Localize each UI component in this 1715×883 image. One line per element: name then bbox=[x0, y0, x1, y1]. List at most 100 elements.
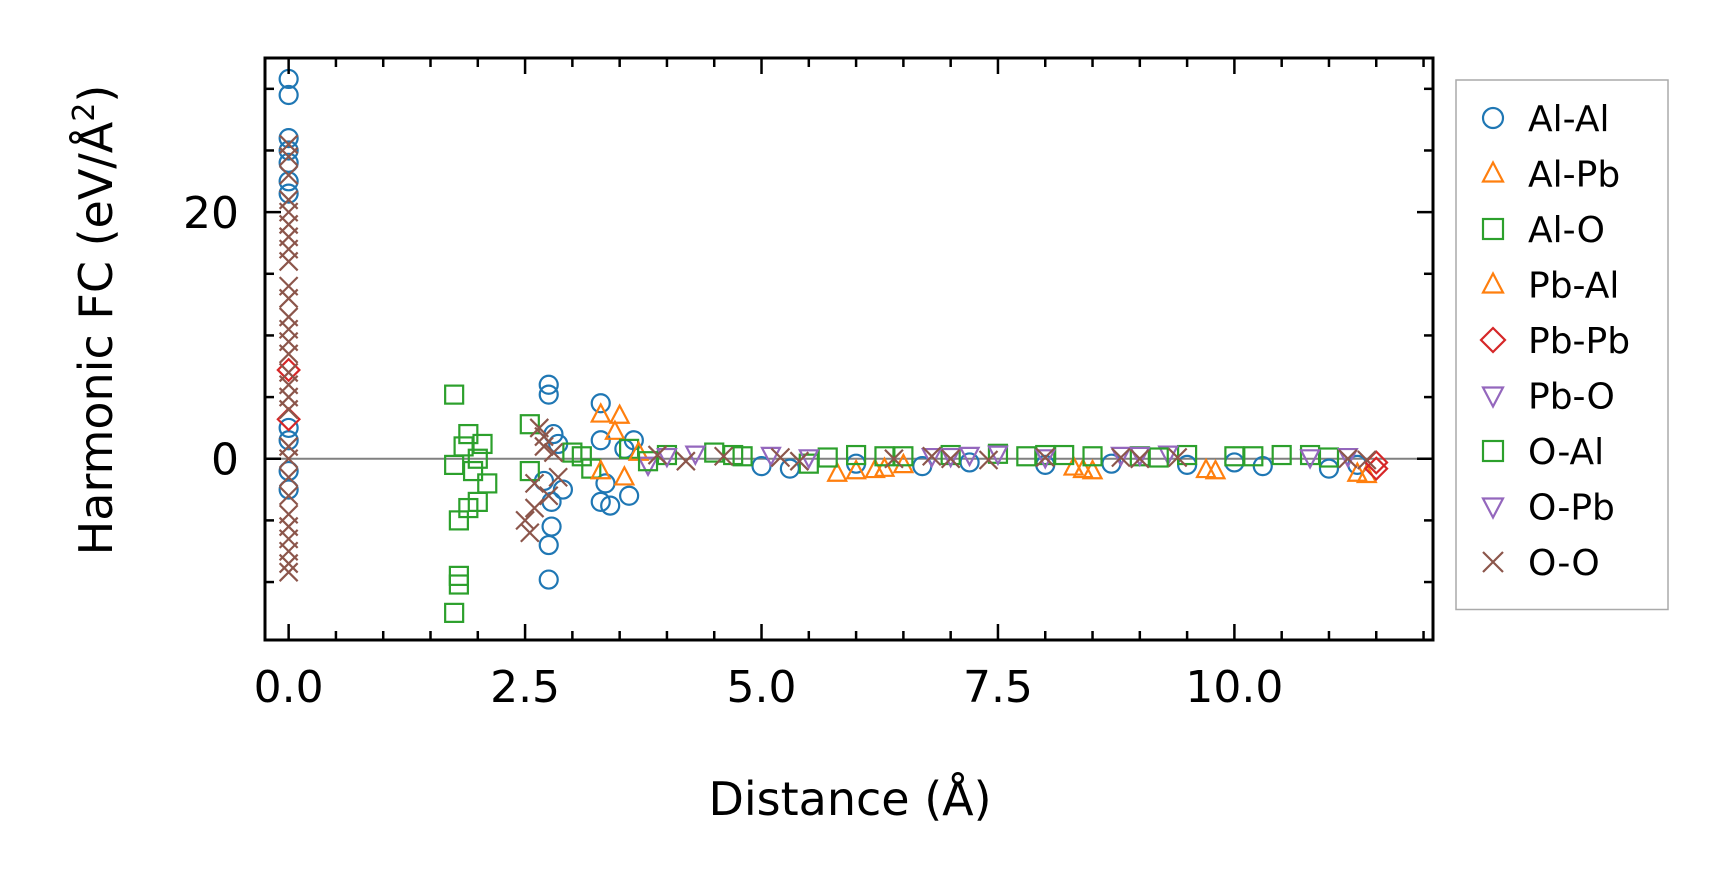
data-point bbox=[1111, 447, 1131, 468]
y-axis-label-main: Harmonic FC (eV/Å bbox=[69, 121, 123, 555]
data-point bbox=[278, 467, 299, 488]
legend-item-o-pb: O-Pb bbox=[1481, 488, 1615, 529]
legend-label: Al-Pb bbox=[1528, 155, 1620, 196]
data-point bbox=[1338, 448, 1358, 469]
data-point bbox=[538, 485, 559, 506]
data-point bbox=[1110, 446, 1132, 468]
legend: Al-Al Al-Pb Al-O Pb-Al Pb-Pb Pb-O O-Al O-Pb O-O bbox=[1455, 79, 1669, 611]
legend-label: Pb-O bbox=[1528, 377, 1615, 418]
data-point bbox=[1357, 450, 1377, 470]
data-point bbox=[541, 491, 562, 512]
data-point bbox=[1016, 446, 1037, 467]
data-point bbox=[444, 602, 465, 623]
legend-marker bbox=[1479, 326, 1507, 354]
data-point bbox=[1337, 447, 1359, 469]
data-point bbox=[1082, 446, 1103, 467]
data-point bbox=[278, 562, 299, 582]
series-o-al bbox=[453, 436, 1321, 519]
data-point bbox=[278, 417, 299, 439]
legend-item-al-pb: Al-Pb bbox=[1481, 155, 1620, 196]
data-point bbox=[1062, 455, 1085, 476]
legend-item-al-al: Al-Al bbox=[1481, 99, 1609, 140]
legend-label: O-O bbox=[1528, 543, 1600, 584]
data-point bbox=[817, 447, 838, 468]
data-point bbox=[874, 446, 895, 467]
plot-area: 0.0 2.5 5.0 7.5 10.0 0 20 bbox=[183, 56, 1435, 713]
data-point bbox=[1167, 447, 1188, 468]
data-point bbox=[278, 183, 299, 204]
data-point bbox=[462, 460, 484, 482]
data-point bbox=[1299, 444, 1321, 466]
data-point bbox=[1130, 448, 1150, 469]
data-point bbox=[684, 445, 707, 467]
data-point bbox=[1195, 457, 1217, 479]
data-point bbox=[647, 445, 668, 465]
data-point bbox=[892, 452, 915, 474]
data-point bbox=[444, 384, 465, 405]
y-axis-label-close: ) bbox=[69, 85, 123, 103]
data-point bbox=[864, 457, 886, 479]
data-point bbox=[278, 485, 299, 506]
legend-item-pb-o: Pb-O bbox=[1481, 377, 1615, 418]
data-point bbox=[619, 438, 640, 459]
data-point bbox=[939, 447, 962, 469]
data-point bbox=[538, 374, 559, 395]
data-point bbox=[959, 452, 980, 473]
data-point bbox=[1054, 444, 1075, 466]
svg-text:Harmonic FC (eV/Å2): Harmonic FC (eV/Å2) bbox=[67, 85, 123, 556]
legend-marker bbox=[1482, 551, 1504, 573]
data-point bbox=[590, 393, 611, 414]
series-al-al bbox=[278, 68, 1368, 590]
y-tick-label: 20 bbox=[183, 188, 239, 239]
data-point bbox=[543, 442, 564, 463]
data-point bbox=[534, 426, 554, 447]
data-point bbox=[676, 451, 696, 471]
legend-marker bbox=[1481, 439, 1505, 463]
data-point bbox=[608, 403, 631, 424]
data-point bbox=[1129, 446, 1150, 467]
legend-label: Al-Al bbox=[1528, 99, 1609, 140]
data-point bbox=[278, 128, 299, 149]
data-point bbox=[448, 574, 469, 595]
data-point bbox=[613, 464, 636, 486]
data-point bbox=[278, 146, 299, 167]
data-point bbox=[520, 522, 540, 543]
data-point bbox=[713, 446, 734, 467]
data-point bbox=[1271, 444, 1292, 466]
data-point bbox=[458, 497, 479, 519]
data-point bbox=[548, 467, 568, 488]
x-tick-label: 5.0 bbox=[727, 662, 797, 713]
legend-marker bbox=[1481, 217, 1505, 241]
data-point bbox=[779, 458, 800, 479]
data-point bbox=[278, 171, 299, 192]
data-point bbox=[453, 436, 474, 457]
data-point bbox=[789, 451, 810, 471]
data-point bbox=[884, 448, 904, 469]
data-point bbox=[637, 451, 659, 472]
legend-item-o-o: O-O bbox=[1482, 543, 1600, 584]
data-point bbox=[1148, 447, 1169, 468]
data-point bbox=[1243, 446, 1264, 467]
axes-frame bbox=[263, 56, 1435, 642]
data-point bbox=[589, 402, 612, 423]
data-point bbox=[524, 498, 545, 518]
data-point bbox=[541, 516, 562, 537]
data-point bbox=[278, 251, 299, 272]
x-axis-label: Distance (Å) bbox=[708, 772, 991, 826]
x-tick-label: 2.5 bbox=[490, 662, 560, 713]
data-point bbox=[278, 344, 299, 364]
data-point bbox=[826, 461, 849, 482]
data-point bbox=[538, 534, 559, 556]
series-pb-o bbox=[637, 445, 1359, 478]
legend-label: Al-O bbox=[1528, 210, 1605, 251]
legend-label: O-Pb bbox=[1528, 488, 1615, 529]
data-point bbox=[604, 419, 626, 440]
data-point bbox=[515, 510, 535, 531]
data-point bbox=[1318, 458, 1340, 479]
x-tick-label: 0.0 bbox=[254, 662, 324, 713]
data-point bbox=[278, 448, 299, 469]
data-point bbox=[534, 436, 554, 457]
data-point bbox=[797, 449, 820, 470]
data-point bbox=[1128, 446, 1151, 468]
